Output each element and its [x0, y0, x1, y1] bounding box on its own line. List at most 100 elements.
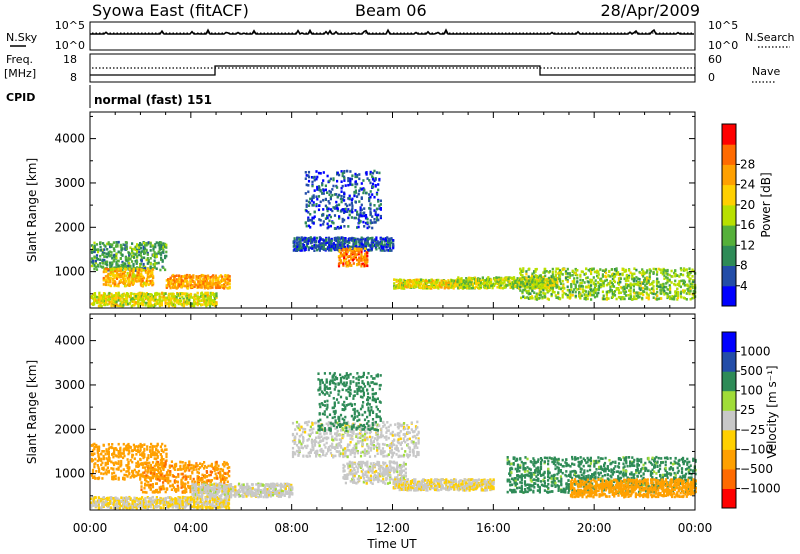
data-cell — [167, 300, 171, 304]
data-cell — [639, 282, 642, 286]
freq-tick-bottom: 8 — [70, 71, 77, 84]
data-cell — [500, 282, 503, 285]
data-cell — [591, 268, 594, 271]
freq-unit: [MHz] — [4, 67, 36, 80]
data-cell — [172, 286, 175, 289]
data-cell — [475, 280, 478, 283]
data-cell — [665, 285, 668, 289]
data-cell — [349, 170, 352, 173]
data-cell — [307, 237, 310, 240]
data-cell — [113, 503, 116, 507]
data-cell — [399, 286, 403, 290]
data-cell — [520, 282, 523, 286]
y-tick-label: 4000 — [54, 132, 85, 146]
data-cell — [113, 501, 116, 504]
data-cell — [309, 240, 312, 243]
data-cell — [134, 274, 137, 277]
data-cell — [543, 271, 546, 274]
data-cell — [147, 283, 150, 286]
data-cell — [119, 257, 122, 260]
data-cell — [104, 255, 107, 258]
data-cell — [410, 284, 413, 288]
data-cell — [119, 275, 123, 279]
data-cell — [549, 284, 552, 287]
data-cell — [512, 281, 516, 284]
data-cell — [343, 254, 346, 258]
data-cell — [94, 248, 97, 252]
data-cell — [321, 191, 324, 195]
data-cell — [149, 304, 152, 308]
data-cell — [545, 288, 548, 291]
data-cell — [546, 283, 549, 287]
data-cell — [679, 267, 682, 270]
data-cell — [647, 296, 650, 299]
data-cell — [326, 216, 329, 220]
data-cell — [90, 497, 93, 501]
data-cell — [310, 176, 314, 179]
data-cell — [318, 240, 321, 244]
data-cell — [136, 255, 139, 258]
data-cell — [629, 284, 632, 288]
data-cell — [162, 266, 165, 270]
data-cell — [350, 249, 353, 253]
data-cell — [117, 499, 121, 503]
data-cell — [596, 294, 599, 298]
data-cell — [642, 270, 645, 273]
data-cell — [628, 269, 631, 272]
data-cell — [369, 237, 372, 240]
data-cell — [437, 284, 440, 287]
data-cell — [114, 274, 117, 277]
data-cell — [678, 282, 681, 286]
data-cell — [318, 218, 321, 221]
data-cell — [445, 282, 448, 286]
data-cell — [569, 274, 572, 277]
data-cell — [305, 199, 308, 203]
data-cell — [351, 174, 354, 177]
data-cell — [113, 506, 116, 509]
data-cell — [343, 192, 346, 196]
data-cell — [570, 283, 573, 286]
data-cell — [188, 294, 191, 297]
data-cell — [324, 247, 327, 251]
data-cell — [153, 251, 156, 254]
data-cell — [203, 275, 206, 278]
data-cell — [408, 279, 412, 282]
colorbar-segment — [722, 204, 736, 226]
data-cell — [679, 292, 682, 295]
data-cell — [548, 280, 552, 283]
data-cell — [543, 278, 546, 281]
data-cell — [531, 296, 534, 300]
data-cell — [105, 295, 108, 299]
data-cell — [309, 246, 312, 250]
data-cell — [298, 247, 301, 250]
data-cell — [140, 250, 143, 253]
data-cell — [307, 224, 311, 228]
data-cell — [113, 253, 116, 257]
data-cell — [149, 272, 152, 275]
data-cell — [299, 238, 302, 241]
data-cell — [665, 271, 668, 275]
data-cell — [207, 297, 210, 300]
data-cell — [204, 280, 207, 283]
colorbar-tick-label: 12 — [740, 238, 755, 252]
data-cell — [197, 275, 200, 279]
data-cell — [136, 260, 139, 264]
data-cell — [209, 284, 212, 288]
data-cell — [503, 284, 506, 288]
data-cell — [161, 260, 164, 263]
data-cell — [309, 201, 312, 205]
data-cell — [568, 276, 571, 279]
data-cell — [619, 286, 622, 289]
data-cell — [217, 282, 220, 285]
data-cell — [164, 302, 167, 305]
data-cell — [215, 279, 218, 282]
data-cell — [366, 177, 369, 180]
data-cell — [685, 268, 688, 271]
data-cell — [198, 302, 201, 305]
data-cell — [96, 250, 100, 254]
data-cell — [666, 295, 669, 298]
data-cell — [543, 294, 546, 297]
data-cell — [428, 286, 431, 289]
data-cell — [374, 213, 377, 216]
data-cell — [318, 204, 321, 207]
